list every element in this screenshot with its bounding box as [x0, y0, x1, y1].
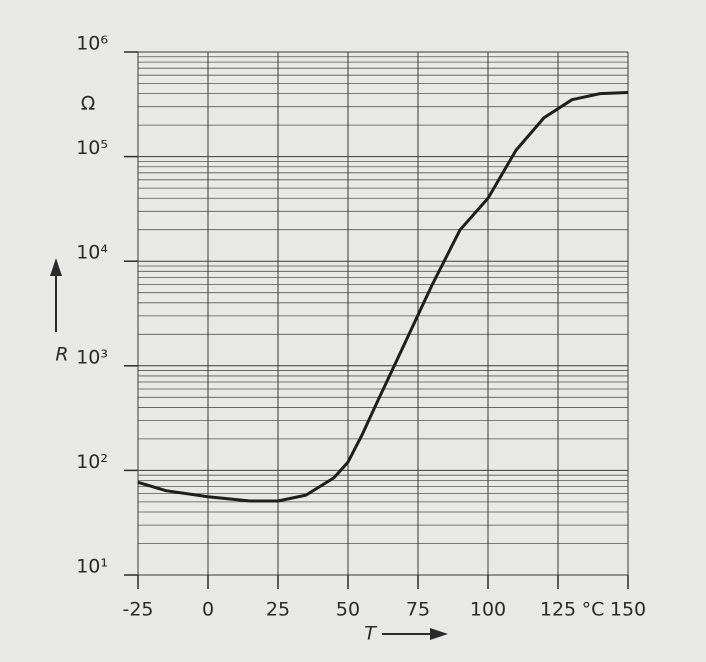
x-tick-label: 125 [540, 599, 576, 621]
y-arrow-head [50, 258, 62, 276]
x-tick-label: 25 [266, 599, 290, 621]
x-tick-label: -25 [122, 599, 153, 621]
y-tick-label: 10¹ [76, 556, 108, 578]
y-tick-label: 10⁶ [76, 33, 108, 55]
y-tick-label: 10⁴ [76, 242, 108, 264]
x-axis-label: T [364, 623, 377, 645]
y-unit: Ω [81, 93, 96, 115]
x-unit: °C [582, 599, 605, 621]
x-tick-label: 75 [406, 599, 430, 621]
y-tick-label: 10³ [76, 346, 108, 368]
x-tick-label: 150 [610, 599, 646, 621]
y-tick-label: 10² [76, 451, 108, 473]
y-tick-label: 10⁵ [76, 137, 108, 159]
x-tick-label: 50 [336, 599, 360, 621]
x-tick-label: 100 [470, 599, 506, 621]
x-tick-label: 0 [202, 599, 214, 621]
line [137, 91, 629, 503]
y-axis-label: R [55, 344, 68, 366]
x-arrow-head [430, 628, 448, 640]
